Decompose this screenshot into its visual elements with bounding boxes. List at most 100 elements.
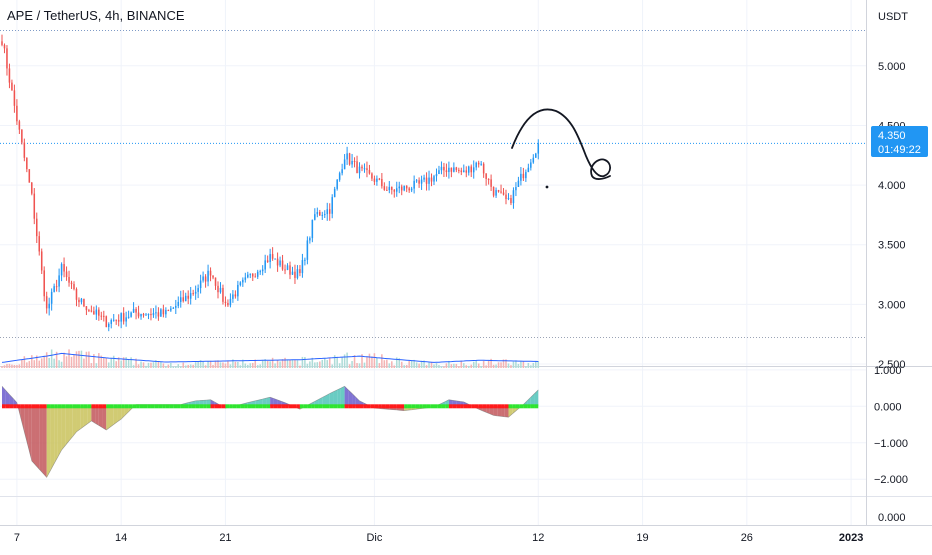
candle-body: [532, 157, 535, 163]
candle-body: [13, 90, 16, 106]
symbol-title[interactable]: APE / TetherUS, 4h, BINANCE: [7, 8, 185, 23]
volume-bar: [115, 361, 117, 368]
candle-body: [515, 186, 517, 191]
volume-bar: [152, 362, 155, 368]
osc-area-segment: [493, 406, 498, 416]
osc-area-segment: [46, 406, 51, 478]
candle-body: [68, 276, 70, 283]
osc-area-segment: [65, 406, 70, 446]
volume-bar: [162, 363, 165, 368]
grid-layer: [0, 0, 932, 526]
volume-bar: [177, 364, 180, 368]
candle-body: [122, 313, 125, 322]
volume-bar: [497, 362, 500, 368]
volume-bar: [343, 354, 346, 368]
candle-body: [160, 309, 162, 317]
volume-bar: [90, 363, 93, 368]
candle-body: [299, 269, 301, 274]
candle-body: [137, 312, 140, 317]
price-tick-label: 2.500: [878, 359, 906, 371]
osc-area-segment: [106, 406, 110, 430]
time-tick-label: 2023: [839, 532, 863, 544]
candle-body: [130, 312, 132, 317]
volume-bar: [363, 362, 366, 368]
candle-body: [120, 313, 122, 322]
candle-body: [487, 178, 490, 180]
volume-bar: [137, 364, 140, 368]
candle-body: [323, 214, 326, 216]
volume-bar: [224, 363, 227, 368]
osc-area-segment: [113, 406, 118, 425]
volume-bar: [507, 363, 510, 368]
osc-area-segment: [501, 406, 505, 417]
volume-pane-tick-label: 0.000: [878, 512, 906, 524]
volume-bar: [326, 360, 329, 368]
candle-body: [393, 189, 396, 192]
volume-bar: [381, 354, 383, 368]
candle-body: [376, 178, 378, 182]
volume-bar: [40, 358, 43, 368]
osc-area-segment: [489, 406, 494, 416]
candle-body: [98, 309, 100, 316]
volume-bar: [229, 364, 232, 368]
volume-bar: [276, 359, 279, 368]
candle-body: [207, 270, 209, 282]
volume-bar: [237, 361, 239, 368]
candle-body: [453, 167, 455, 172]
volume-bar: [38, 360, 41, 368]
volume-bar: [68, 349, 70, 368]
volume-bar: [448, 360, 450, 368]
candle-body: [43, 270, 45, 297]
candle-body: [18, 121, 21, 130]
candle-body: [428, 177, 430, 184]
time-tick-label: 19: [636, 532, 648, 544]
candle-body: [271, 254, 274, 259]
currency-label: USDT: [878, 11, 908, 23]
volume-bar: [433, 364, 435, 368]
osc-area-segment: [530, 393, 535, 407]
volume-bar: [256, 365, 259, 368]
candle-body: [475, 162, 477, 168]
volume-bar: [463, 363, 465, 368]
candle-body: [145, 314, 147, 316]
candle-body: [448, 167, 450, 173]
volume-bar: [527, 362, 530, 368]
volume-bar: [122, 357, 125, 368]
candle-body: [418, 180, 420, 184]
volume-bar: [455, 363, 458, 368]
volume-bar: [505, 359, 507, 368]
volume-bar: [217, 360, 219, 368]
candle-body: [237, 284, 239, 297]
volume-bar: [525, 366, 527, 368]
price-tick-label: 5.000: [878, 61, 906, 73]
candle-body: [443, 166, 445, 171]
volume-bar: [470, 364, 473, 368]
candle-body: [458, 169, 460, 171]
candle-body: [217, 285, 219, 293]
price-tag-value: 4.350: [878, 130, 906, 142]
candle-body: [70, 282, 73, 285]
volume-bar: [328, 357, 331, 368]
volume-bar: [502, 359, 505, 368]
candle-body: [477, 162, 480, 165]
volume-bar: [83, 358, 85, 368]
candle-body: [527, 167, 530, 173]
volume-bar: [296, 360, 299, 368]
candle-body: [179, 297, 182, 302]
candle-body: [490, 179, 492, 187]
candle-body: [175, 305, 177, 308]
volume-bar: [6, 363, 8, 368]
volume-bar: [371, 356, 373, 368]
osc-area-segment: [318, 397, 323, 407]
volume-bar: [222, 362, 224, 368]
volume-bar: [319, 361, 321, 368]
volume-bar: [103, 358, 105, 368]
candle-body: [53, 286, 55, 292]
osc-area-segment: [69, 406, 73, 441]
candle-body: [326, 209, 329, 215]
candle-body: [319, 211, 321, 216]
volume-bar: [232, 359, 234, 368]
volume-bar: [440, 366, 443, 368]
